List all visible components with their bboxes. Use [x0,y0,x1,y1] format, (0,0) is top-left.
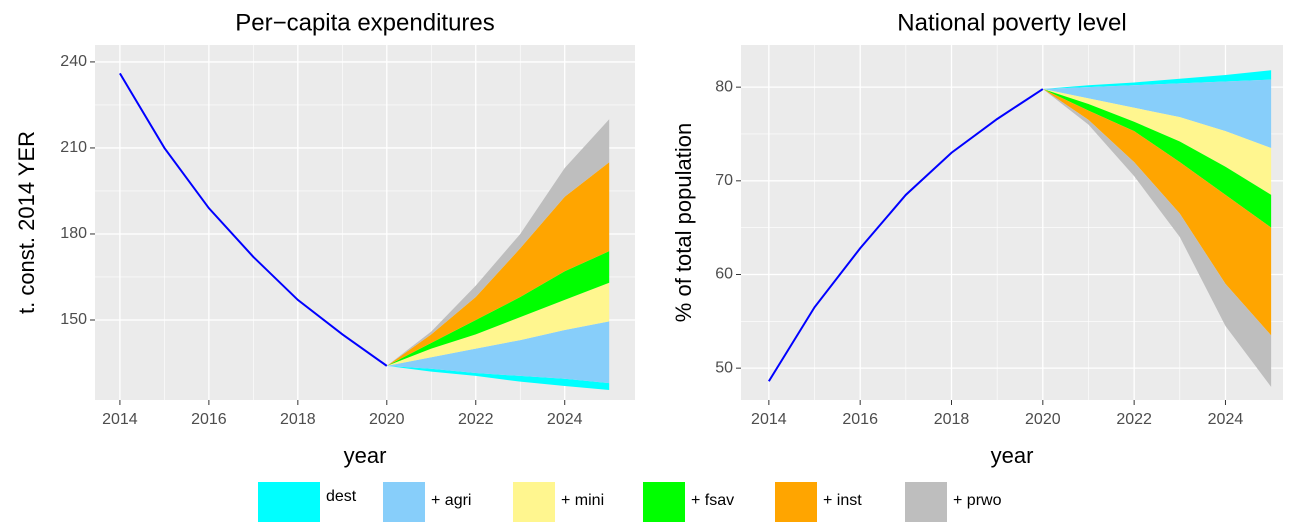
y-tick-label: 150 [60,311,87,328]
legend-label: dest [326,488,357,505]
x-tick-label: 2020 [369,411,405,428]
legend-label: + mini [561,492,604,509]
x-tick-label: 2016 [842,411,878,428]
y-tick-label: 180 [60,225,87,242]
legend-label: + prwo [953,492,1002,509]
x-tick-label: 2014 [102,411,138,428]
ribbon [386,119,610,366]
chart-title: National poverty level [897,9,1126,36]
legend-key [643,482,685,522]
ribbon [386,162,610,366]
legend-label: + fsav [691,492,734,509]
line [119,72,388,367]
x-tick-label: 2016 [191,411,227,428]
y-tick-label: 70 [715,172,733,189]
legend-key [383,482,425,522]
legend-key [905,482,947,522]
y-tick-label: 60 [715,266,733,283]
x-tick-label: 2014 [751,411,787,428]
ribbon [1042,79,1272,149]
x-tick-label: 2018 [934,411,970,428]
x-tick-label: 2018 [280,411,316,428]
ribbon [386,282,610,366]
x-axis-title: year [991,443,1034,468]
x-tick-label: 2024 [547,411,583,428]
ribbon [1042,89,1272,336]
line [768,88,1044,382]
legend-label: + inst [823,492,862,509]
y-tick-label: 240 [60,53,87,70]
ribbon [386,365,610,390]
y-tick-label: 210 [60,139,87,156]
y-axis-title: % of total population [671,123,696,322]
legend-key [775,482,817,522]
y-tick-label: 50 [715,359,733,376]
y-axis-title: t. const. 2014 YER [14,131,39,314]
legend-key [513,482,555,522]
x-tick-label: 2024 [1208,411,1244,428]
x-tick-label: 2022 [1116,411,1152,428]
legend-key [258,482,320,522]
ribbon [1042,89,1272,195]
ribbon [1042,70,1272,90]
x-axis-title: year [344,443,387,468]
chart-title: Per−capita expenditures [235,9,495,36]
ribbon [386,321,610,384]
y-tick-label: 80 [715,78,733,95]
x-tick-label: 2022 [458,411,494,428]
legend-label: + agri [431,492,471,509]
x-tick-label: 2020 [1025,411,1061,428]
